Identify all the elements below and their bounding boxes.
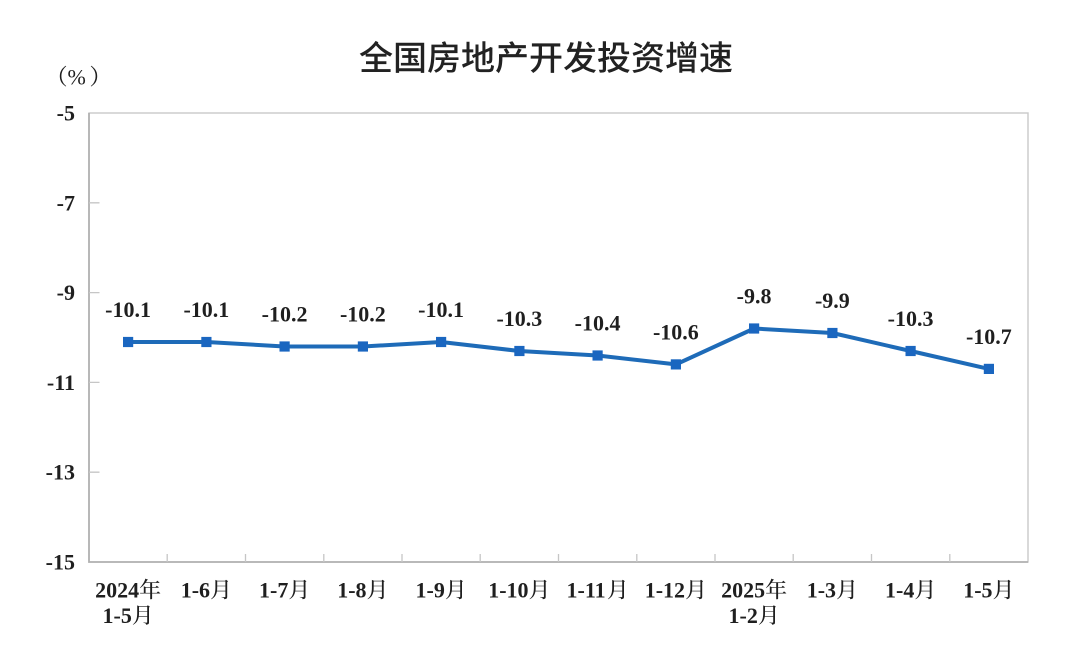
svg-text:-10.1: -10.1 bbox=[183, 297, 229, 322]
svg-text:%: % bbox=[68, 65, 86, 90]
svg-text:1-4: 1-4 bbox=[885, 578, 914, 603]
svg-text:-10.6: -10.6 bbox=[653, 319, 699, 344]
svg-text:1-7: 1-7 bbox=[259, 578, 288, 603]
svg-text:-10.7: -10.7 bbox=[966, 324, 1012, 349]
svg-text:-10.3: -10.3 bbox=[888, 306, 934, 331]
svg-text:1-5: 1-5 bbox=[103, 603, 132, 628]
svg-text:1-10: 1-10 bbox=[488, 578, 528, 603]
svg-text:2025: 2025 bbox=[721, 578, 765, 603]
svg-text:1-8: 1-8 bbox=[337, 578, 366, 603]
svg-text:1-5: 1-5 bbox=[963, 578, 992, 603]
svg-text:-15: -15 bbox=[46, 550, 75, 575]
svg-text:-10.1: -10.1 bbox=[418, 297, 464, 322]
svg-text:2024: 2024 bbox=[95, 578, 139, 603]
svg-text:-5: -5 bbox=[57, 101, 75, 126]
svg-text:-10.3: -10.3 bbox=[496, 306, 542, 331]
svg-text:-11: -11 bbox=[47, 370, 75, 395]
svg-text:-10.4: -10.4 bbox=[575, 311, 621, 336]
svg-text:1-9: 1-9 bbox=[416, 578, 445, 603]
svg-text:1-6: 1-6 bbox=[181, 578, 210, 603]
svg-text:1-2: 1-2 bbox=[729, 603, 758, 628]
svg-text:-9: -9 bbox=[57, 280, 75, 305]
svg-text:-10.2: -10.2 bbox=[340, 302, 386, 327]
svg-text:-10.2: -10.2 bbox=[262, 302, 308, 327]
svg-text:1-11: 1-11 bbox=[567, 578, 606, 603]
svg-text:-7: -7 bbox=[57, 190, 75, 215]
svg-text:1-3: 1-3 bbox=[807, 578, 836, 603]
svg-text:-10.1: -10.1 bbox=[105, 297, 151, 322]
svg-text:-13: -13 bbox=[46, 460, 75, 485]
svg-text:-9.9: -9.9 bbox=[815, 288, 850, 313]
svg-text:1-12: 1-12 bbox=[645, 578, 685, 603]
svg-text:-9.8: -9.8 bbox=[737, 284, 772, 309]
